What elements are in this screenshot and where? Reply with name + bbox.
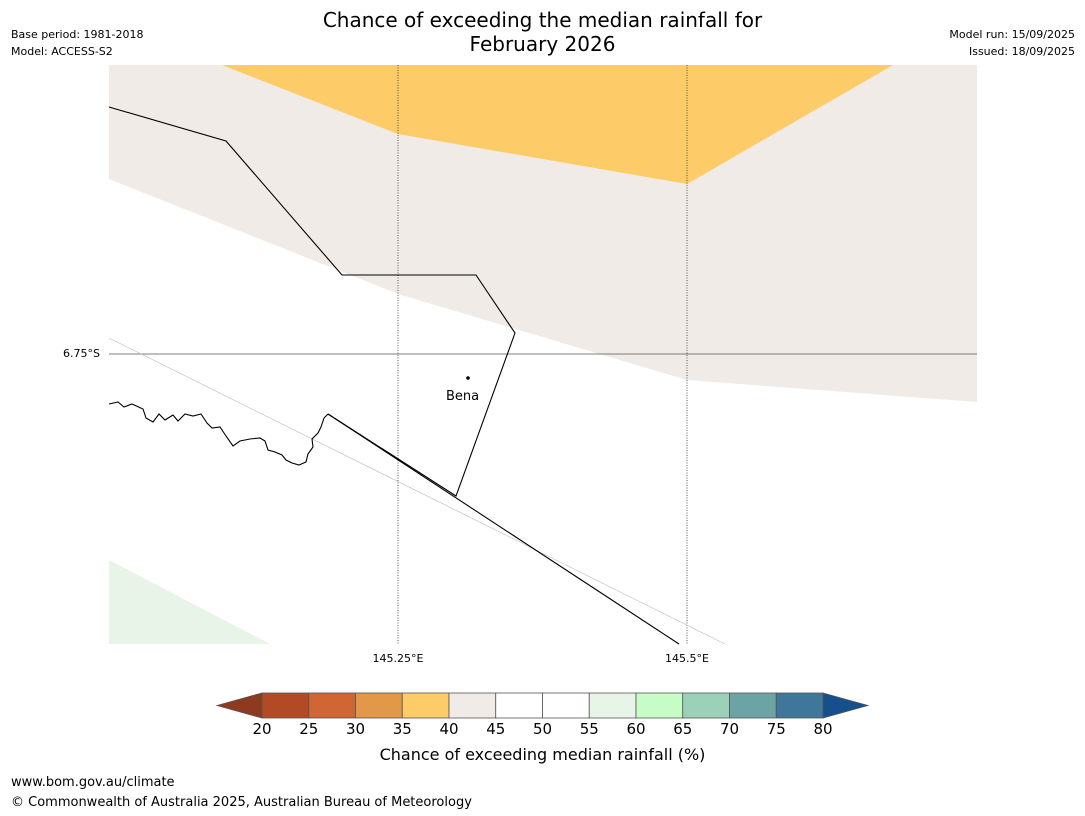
province-boundary — [108, 106, 516, 497]
colorbar-tick-label: 55 — [579, 720, 599, 738]
place-label-bena: Bena — [446, 389, 480, 404]
colorbar-over-arrow — [822, 692, 870, 719]
colorbar-title: Chance of exceeding median rainfall (%) — [379, 745, 706, 764]
colorbar-segment — [588, 692, 637, 719]
colorbar-segment — [401, 692, 450, 719]
map-title: Chance of exceeding the median rainfall … — [0, 8, 1085, 56]
colorbar-tick-label: 80 — [813, 720, 833, 738]
colorbar-segments — [261, 692, 824, 719]
colorbar-tick-label: 75 — [766, 720, 786, 738]
colorbar-tick-label: 30 — [345, 720, 366, 738]
river-line — [108, 401, 329, 466]
colorbar-segment — [448, 692, 497, 719]
colorbar-tick-label: 35 — [392, 720, 412, 738]
metadata-right: Model run: 15/09/2025 Issued: 18/09/2025 — [949, 26, 1075, 60]
footer-copyright: © Commonwealth of Australia 2025, Austra… — [11, 795, 472, 810]
issued-text: Issued: 18/09/2025 — [968, 45, 1075, 58]
colorbar-tick-label: 45 — [486, 720, 506, 738]
base-period-text: Base period: 1981-2018 — [11, 28, 144, 41]
colorbar-tick-label: 20 — [252, 720, 272, 738]
colorbar-segment — [635, 692, 684, 719]
colorbar-segment — [495, 692, 543, 719]
region-35-40 — [222, 65, 893, 184]
metadata-left: Base period: 1981-2018 Model: ACCESS-S2 — [11, 26, 143, 60]
colorbar-segment — [729, 692, 777, 719]
map-title-line1: Chance of exceeding the median rainfall … — [322, 8, 763, 32]
province-boundary-south — [327, 413, 680, 645]
latitude-label-6.75S: 6.75°S — [63, 347, 100, 360]
colorbar-tick-label: 40 — [439, 720, 459, 738]
region-55-60 — [109, 560, 270, 644]
colorbar-segment — [355, 692, 403, 719]
footer-url: www.bom.gov.au/climate — [11, 775, 175, 790]
bena-location-marker — [466, 376, 470, 380]
model-text: Model: ACCESS-S2 — [11, 45, 113, 58]
colorbar-segment — [775, 692, 824, 719]
faint-boundary — [108, 337, 726, 645]
map-title-line2: February 2026 — [469, 32, 616, 56]
colorbar-tick-label: 25 — [299, 720, 319, 738]
colorbar-segment — [261, 692, 310, 719]
colorbar-tick-label: 50 — [532, 720, 553, 738]
colorbar-under-arrow — [215, 692, 263, 719]
colorbar-tick-label: 65 — [673, 720, 693, 738]
region-40-45 — [109, 65, 977, 402]
colorbar-segment — [308, 692, 356, 719]
colorbar-segment — [682, 692, 730, 719]
model-run-text: Model run: 15/09/2025 — [949, 28, 1075, 41]
colorbar-segment — [542, 692, 590, 719]
longitude-label-145.25E: 145.25°E — [372, 652, 424, 665]
colorbar-tick-label: 60 — [626, 720, 646, 738]
colorbar-tick-label: 70 — [719, 720, 740, 738]
longitude-label-145.5E: 145.5°E — [665, 652, 709, 665]
